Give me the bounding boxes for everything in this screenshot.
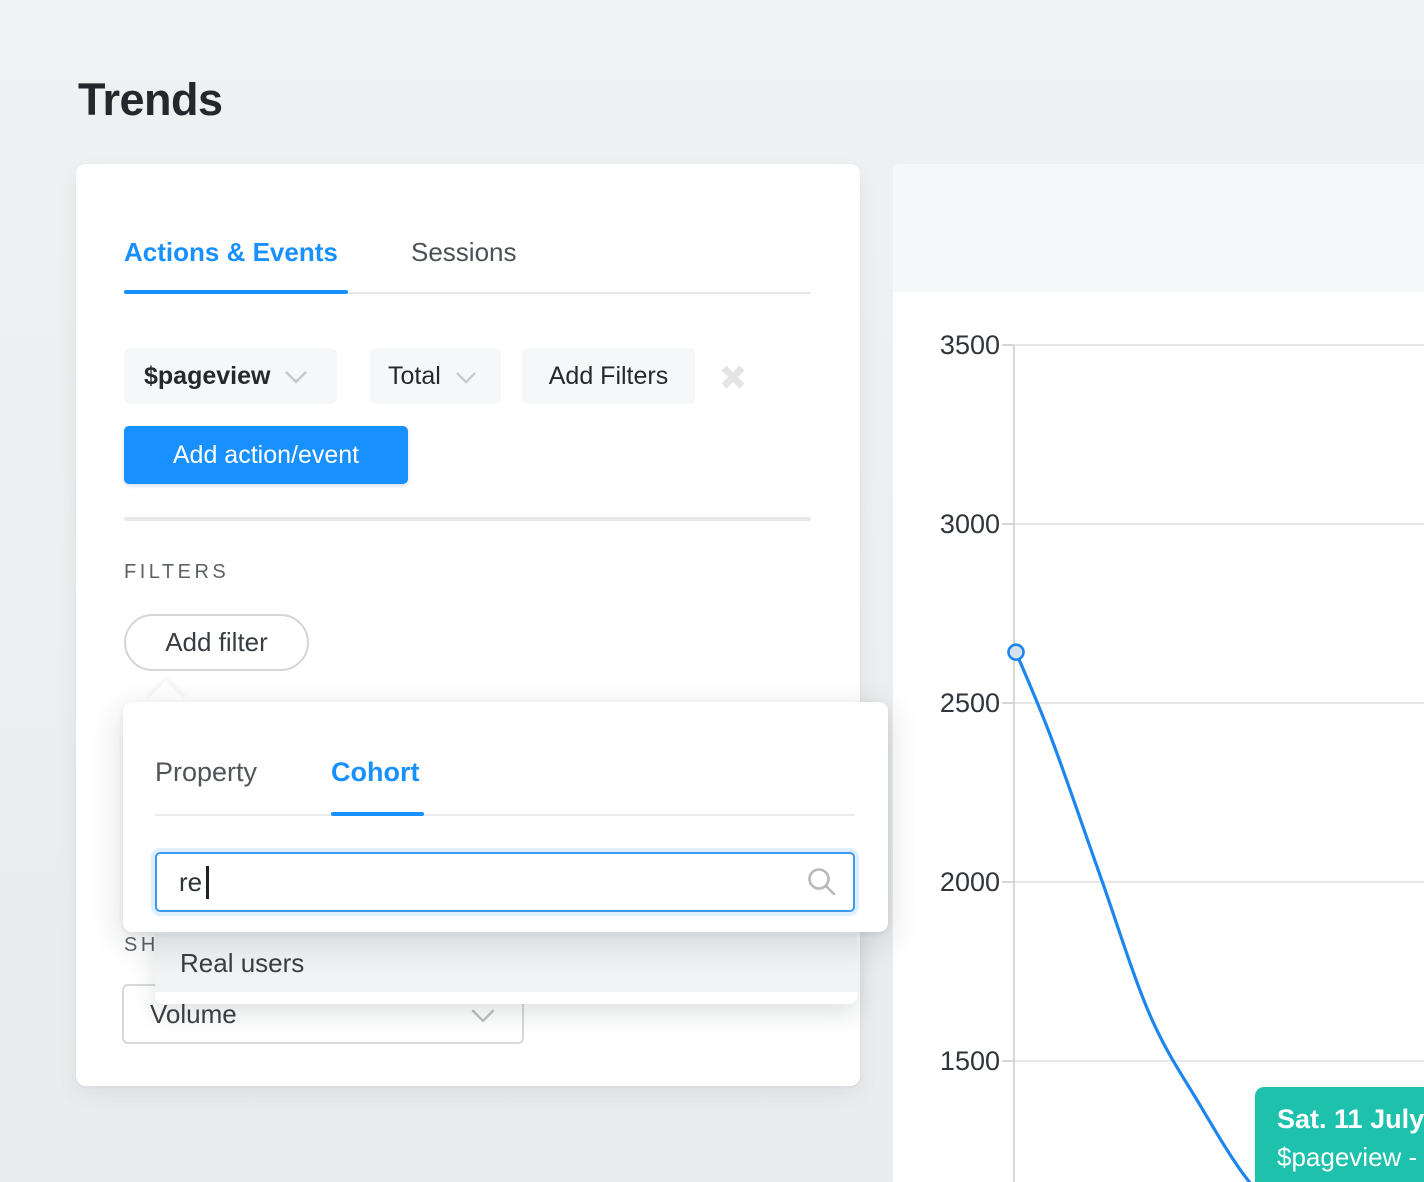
cohort-suggestions-dropdown: Real users — [155, 934, 857, 1004]
svg-text:1500: 1500 — [940, 1046, 1000, 1076]
tooltip-series-value: $pageview - 1 — [1277, 1142, 1424, 1172]
add-action-event-button[interactable]: Add action/event — [124, 426, 408, 484]
text-cursor — [206, 866, 209, 899]
chart-tooltip: Sat. 11 July $pageview - 1 — [1255, 1087, 1424, 1182]
trend-line-chart: 3500 3000 2500 2000 1500 — [940, 330, 1424, 1182]
page-title: Trends — [78, 74, 223, 125]
search-icon — [806, 866, 838, 903]
svg-text:2500: 2500 — [940, 688, 1000, 718]
add-filter-button[interactable]: Add filter — [124, 614, 309, 671]
add-filters-chip[interactable]: Add Filters — [522, 348, 695, 404]
aggregation-select-value: Total — [388, 361, 441, 390]
remove-event-icon[interactable] — [719, 363, 747, 396]
chevron-down-icon — [284, 362, 308, 391]
add-filters-label: Add Filters — [548, 361, 669, 390]
tabs-divider — [124, 292, 811, 294]
svg-text:3000: 3000 — [940, 509, 1000, 539]
trend-chart-panel — [893, 164, 1424, 1182]
suggestion-real-users[interactable]: Real users — [155, 934, 857, 992]
chevron-down-icon — [470, 999, 496, 1030]
event-select-value: $pageview — [144, 361, 271, 390]
popover-active-tab-underline — [331, 812, 424, 816]
svg-text:2000: 2000 — [940, 867, 1000, 897]
chart-header — [893, 164, 1424, 292]
section-divider — [124, 517, 811, 521]
popover-tab-cohort[interactable]: Cohort — [331, 757, 420, 787]
chevron-down-icon — [455, 362, 477, 391]
cohort-search-input[interactable] — [155, 852, 855, 912]
event-select-chip[interactable]: $pageview — [124, 348, 337, 404]
active-tab-underline — [124, 290, 348, 294]
aggregation-select-chip[interactable]: Total — [370, 348, 501, 404]
svg-text:3500: 3500 — [940, 330, 1000, 360]
popover-tabs-divider — [155, 814, 855, 816]
popover-tab-property[interactable]: Property — [155, 757, 258, 787]
filters-heading: FILTERS — [124, 561, 230, 583]
tab-actions-events[interactable]: Actions & Events — [124, 237, 338, 267]
tooltip-date: Sat. 11 July — [1277, 1104, 1424, 1134]
tab-sessions[interactable]: Sessions — [411, 237, 517, 267]
